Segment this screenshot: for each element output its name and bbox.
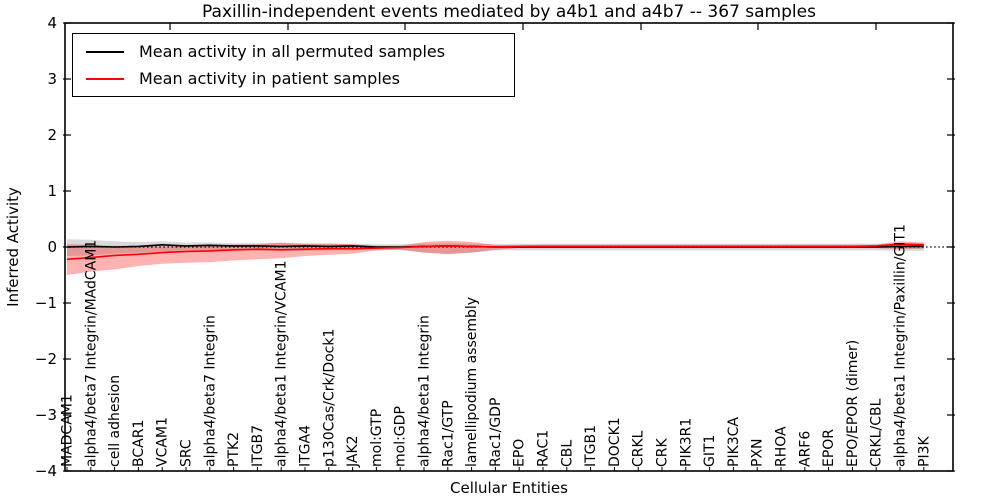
svg-text:PI3K: PI3K — [916, 436, 932, 467]
svg-text:alpha4/beta1 Integrin/Paxillin: alpha4/beta1 Integrin/Paxillin/GIT1 — [893, 224, 909, 467]
svg-text:−2: −2 — [35, 350, 57, 368]
svg-text:ITGB1: ITGB1 — [583, 425, 599, 467]
svg-text:−1: −1 — [35, 294, 57, 312]
svg-text:SRC: SRC — [179, 439, 195, 467]
legend-item-permuted: Mean activity in all permuted samples — [86, 42, 514, 61]
legend-label-permuted: Mean activity in all permuted samples — [139, 42, 446, 61]
svg-text:2: 2 — [47, 126, 57, 144]
svg-text:RAC1: RAC1 — [536, 430, 552, 467]
svg-text:EPO: EPO — [512, 439, 528, 467]
svg-text:4: 4 — [47, 14, 57, 32]
svg-text:−3: −3 — [35, 406, 57, 424]
svg-text:GIT1: GIT1 — [702, 435, 718, 467]
svg-text:ITGA4: ITGA4 — [298, 425, 314, 467]
svg-text:cell adhesion: cell adhesion — [107, 375, 123, 467]
svg-text:CRKL/CBL: CRKL/CBL — [869, 398, 885, 467]
svg-text:Rac1/GDP: Rac1/GDP — [488, 398, 504, 467]
svg-text:1: 1 — [47, 182, 57, 200]
permuted-line-sample-icon — [86, 50, 124, 53]
svg-text:mol:GDP: mol:GDP — [393, 406, 409, 467]
svg-text:BCAR1: BCAR1 — [131, 420, 147, 467]
svg-text:CRKL: CRKL — [631, 430, 647, 467]
svg-text:Rac1/GTP: Rac1/GTP — [440, 400, 456, 467]
legend-item-patient: Mean activity in patient samples — [86, 69, 514, 88]
svg-text:3: 3 — [47, 70, 57, 88]
patient-line-sample-icon — [86, 77, 124, 80]
svg-text:alpha4/beta7 Integrin/MAdCAM1: alpha4/beta7 Integrin/MAdCAM1 — [83, 240, 99, 467]
svg-text:MADCAM1: MADCAM1 — [60, 394, 76, 467]
svg-text:PTK2: PTK2 — [226, 432, 242, 467]
svg-text:alpha4/beta1 Integrin/VCAM1: alpha4/beta1 Integrin/VCAM1 — [274, 261, 290, 468]
svg-text:PIK3CA: PIK3CA — [726, 417, 742, 467]
svg-text:RHOA: RHOA — [774, 426, 790, 467]
svg-text:PXN: PXN — [750, 438, 766, 467]
svg-text:JAK2: JAK2 — [345, 435, 361, 468]
svg-text:EPO/EPOR (dimer): EPO/EPOR (dimer) — [845, 340, 861, 467]
svg-text:mol:GTP: mol:GTP — [369, 409, 385, 467]
svg-text:alpha4/beta7 Integrin: alpha4/beta7 Integrin — [202, 315, 218, 467]
svg-text:DOCK1: DOCK1 — [607, 417, 623, 467]
svg-text:lamellipodium assembly: lamellipodium assembly — [464, 297, 480, 467]
svg-text:alpha4/beta1 Integrin: alpha4/beta1 Integrin — [417, 315, 433, 467]
svg-text:0: 0 — [47, 238, 57, 256]
svg-text:ITGB7: ITGB7 — [250, 425, 266, 467]
svg-text:−4: −4 — [35, 462, 57, 480]
svg-text:p130Cas/Crk/Dock1: p130Cas/Crk/Dock1 — [321, 329, 337, 467]
y-axis-label: Inferred Activity — [4, 187, 22, 307]
legend: Mean activity in all permuted samples Me… — [72, 33, 515, 97]
legend-label-patient: Mean activity in patient samples — [139, 69, 400, 88]
x-axis-label: Cellular Entities — [450, 479, 568, 497]
svg-text:PIK3R1: PIK3R1 — [678, 418, 694, 467]
svg-text:CRK: CRK — [655, 437, 671, 467]
chart-title: Paxillin-independent events mediated by … — [202, 2, 816, 22]
svg-text:VCAM1: VCAM1 — [155, 417, 171, 467]
svg-text:EPOR: EPOR — [821, 429, 837, 467]
svg-text:ARF6: ARF6 — [797, 431, 813, 467]
svg-text:CBL: CBL — [559, 440, 575, 467]
